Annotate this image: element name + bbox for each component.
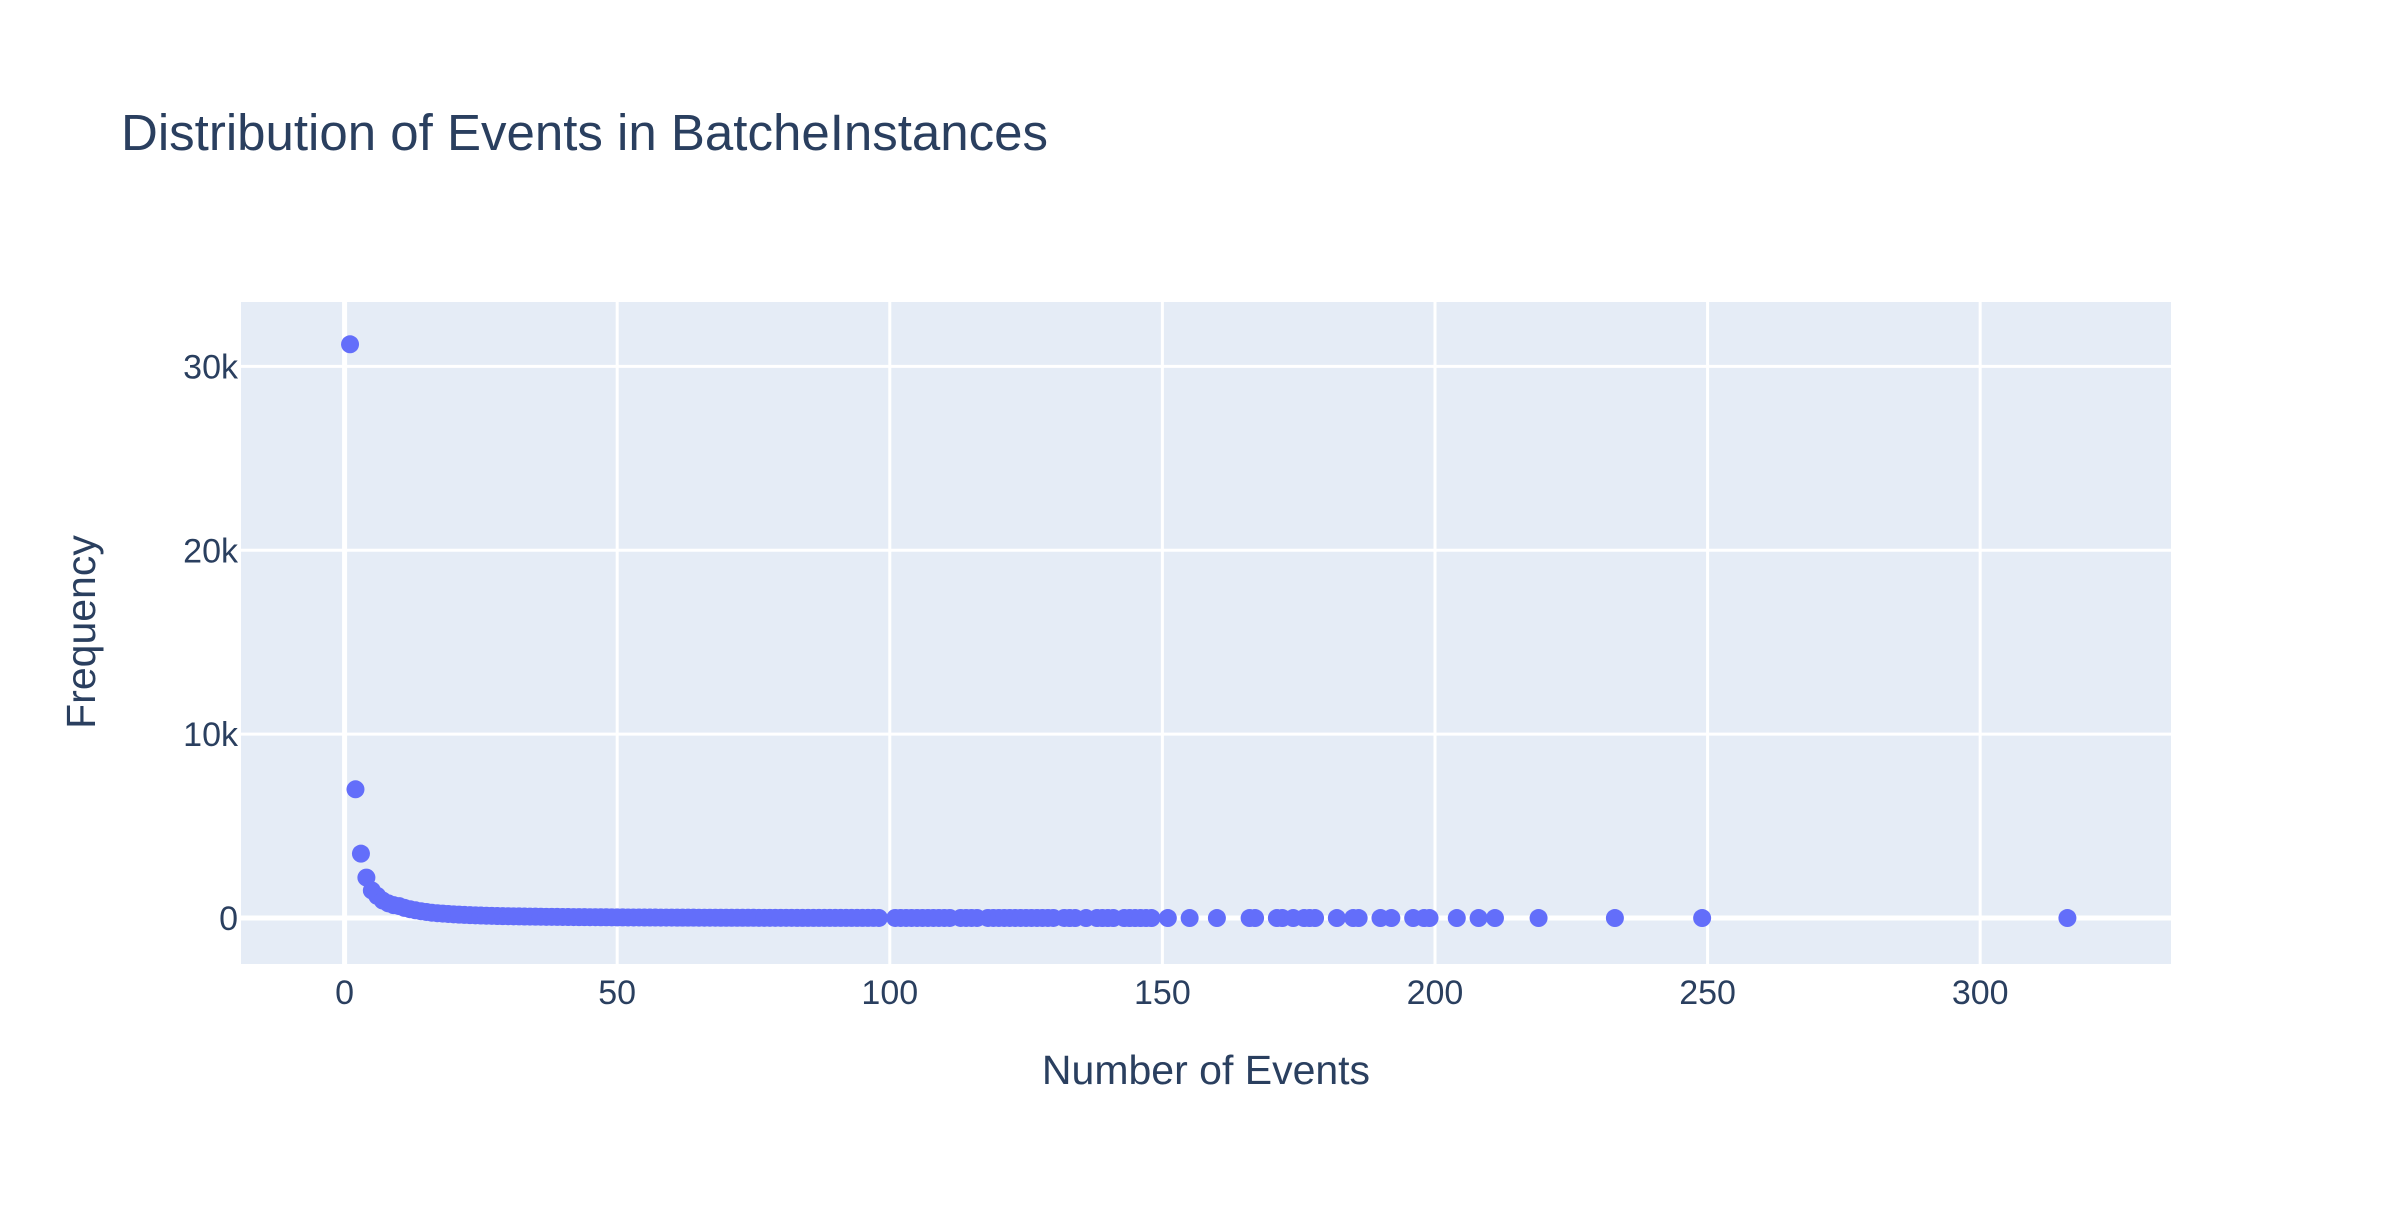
data-point[interactable] xyxy=(1485,909,1504,928)
data-point[interactable] xyxy=(869,908,888,927)
x-tick-label: 300 xyxy=(1952,974,2009,1012)
data-point[interactable] xyxy=(1207,909,1226,928)
plot-area xyxy=(241,302,2171,964)
x-tick-label: 250 xyxy=(1679,974,1736,1012)
x-tick-label: 50 xyxy=(598,974,636,1012)
y-tick-label: 10k xyxy=(183,716,239,754)
x-tick-label: 150 xyxy=(1134,974,1191,1012)
x-tick-label: 0 xyxy=(335,974,354,1012)
chart-title: Distribution of Events in BatcheInstance… xyxy=(121,104,1048,161)
data-point[interactable] xyxy=(1529,909,1548,928)
x-axis-title: Number of Events xyxy=(1042,1047,1370,1093)
data-point[interactable] xyxy=(351,844,370,863)
data-point[interactable] xyxy=(1180,909,1199,928)
grid-lines xyxy=(241,302,2171,964)
y-axis-title: Frequency xyxy=(58,535,104,729)
data-point[interactable] xyxy=(2058,909,2077,928)
data-point[interactable] xyxy=(1306,909,1325,928)
data-point[interactable] xyxy=(1420,909,1439,928)
data-point[interactable] xyxy=(1246,909,1265,928)
data-point[interactable] xyxy=(1349,909,1368,928)
data-point[interactable] xyxy=(1447,909,1466,928)
x-axis-ticks: 0 50 100 150 200 250 300 xyxy=(335,974,2008,1012)
y-tick-label: 20k xyxy=(183,532,239,570)
data-point[interactable] xyxy=(1469,909,1488,928)
y-tick-label: 30k xyxy=(183,348,239,386)
x-tick-label: 100 xyxy=(861,974,918,1012)
data-point[interactable] xyxy=(346,780,365,799)
data-points xyxy=(341,335,2077,928)
data-point[interactable] xyxy=(1382,909,1401,928)
data-point[interactable] xyxy=(1142,909,1161,928)
data-point[interactable] xyxy=(1158,909,1177,928)
data-point[interactable] xyxy=(1605,909,1624,928)
data-point[interactable] xyxy=(1327,909,1346,928)
x-tick-label: 200 xyxy=(1407,974,1464,1012)
data-point[interactable] xyxy=(341,335,360,354)
data-point[interactable] xyxy=(1693,909,1712,928)
y-axis-ticks: 0 10k 20k 30k xyxy=(183,348,239,938)
y-tick-label: 0 xyxy=(219,900,238,938)
